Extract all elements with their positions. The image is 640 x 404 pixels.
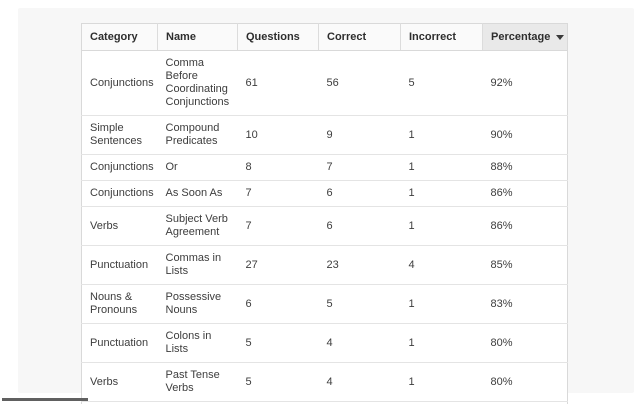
cell-percentage: 83% [482, 284, 568, 324]
cell-name: Past Tense Verbs [157, 362, 238, 402]
cell-percentage: 90% [482, 115, 568, 155]
cell-category: Punctuation [81, 323, 158, 363]
cutoff-edge-element [2, 398, 88, 401]
cell-percentage: 86% [482, 206, 568, 246]
cell-questions: 5 [237, 323, 319, 363]
cell-category: Conjunctions [81, 154, 158, 181]
cell-name: Compound Predicates [157, 115, 238, 155]
sort-desc-icon [556, 34, 565, 40]
cell-incorrect: 1 [400, 180, 483, 207]
cell-category: Verbs [81, 206, 158, 246]
cell-category: Punctuation [81, 245, 158, 285]
column-header-percentage-label: Percentage [491, 31, 551, 43]
cell-questions: 5 [237, 362, 319, 402]
cell-incorrect: 1 [400, 284, 483, 324]
cell-correct: 23 [318, 245, 401, 285]
table-row: Conjunctions Or 8 7 1 88% [81, 154, 568, 181]
cell-category: Verbs [81, 362, 158, 402]
table-header-row: Category Name Questions Correct Incorrec… [81, 23, 568, 51]
table-body: Conjunctions Comma Before Coordinating Co… [81, 51, 568, 404]
cell-percentage: 88% [482, 154, 568, 181]
cell-name: Since [157, 401, 238, 404]
table-row: Conjunctions Comma Before Coordinating Co… [82, 51, 568, 116]
cell-category: Conjunctions [90, 76, 154, 89]
cell-incorrect: 1 [400, 362, 483, 402]
cell-incorrect: 5 [408, 76, 415, 89]
cell-correct: 10 [318, 401, 401, 404]
cell-questions: 7 [237, 206, 319, 246]
table-row: Conjunctions As Soon As 7 6 1 86% [81, 180, 568, 207]
table-row: Punctuation Colons in Lists 5 4 1 80% [81, 323, 568, 363]
table-row: Verbs Past Tense Verbs 5 4 1 80% [81, 362, 568, 402]
cell-incorrect: 1 [400, 115, 483, 155]
table-row: Verbs Subject Verb Agreement 7 6 1 86% [81, 206, 568, 246]
cell-incorrect: 1 [400, 206, 483, 246]
cell-percentage: 86% [482, 180, 568, 207]
column-header-percentage[interactable]: Percentage [482, 23, 568, 51]
cell-percentage: 80% [482, 362, 568, 402]
cell-percentage: 77% [482, 401, 568, 404]
table-row: ConjunctionsSince1310377% [81, 401, 568, 404]
cell-questions: 27 [237, 245, 319, 285]
column-header-incorrect[interactable]: Incorrect [400, 23, 483, 51]
cell-questions: 6 [237, 284, 319, 324]
cell-name: Commas in Lists [157, 245, 238, 285]
cell-name: Comma Before Coordinating Conjunctions [165, 57, 230, 108]
cell-incorrect: 4 [400, 245, 483, 285]
column-header-questions[interactable]: Questions [237, 23, 319, 51]
cell-name: As Soon As [157, 180, 238, 207]
cell-questions: 61 [245, 76, 258, 89]
cell-questions: 8 [237, 154, 319, 181]
cell-category: Nouns & Pronouns [81, 284, 158, 324]
cell-incorrect: 3 [400, 401, 483, 404]
cell-name: Subject Verb Agreement [157, 206, 238, 246]
table-row: Nouns & Pronouns Possessive Nouns 6 5 1 83% [81, 284, 568, 324]
cell-correct: 6 [318, 206, 401, 246]
cell-incorrect: 1 [400, 323, 483, 363]
cell-correct: 5 [318, 284, 401, 324]
cell-correct: 4 [318, 362, 401, 402]
column-header-category[interactable]: Category [81, 23, 158, 51]
cell-name: Possessive Nouns [157, 284, 238, 324]
cell-name: Colons in Lists [157, 323, 238, 363]
table-row: Punctuation Commas in Lists 27 23 4 85% [81, 245, 568, 285]
cell-category: Conjunctions [81, 401, 158, 404]
cell-category: Simple Sentences [81, 115, 158, 155]
cell-category: Conjunctions [81, 180, 158, 207]
cell-correct: 4 [318, 323, 401, 363]
cell-correct: 7 [318, 154, 401, 181]
cell-incorrect: 1 [400, 154, 483, 181]
results-table: Category Name Questions Correct Incorrec… [81, 23, 568, 404]
cell-percentage: 92% [490, 76, 513, 89]
table-row: Simple Sentences Compound Predicates 10 9 1 9… [81, 115, 568, 155]
cell-questions: 10 [237, 115, 319, 155]
cell-name: Or [157, 154, 238, 181]
column-header-name[interactable]: Name [157, 23, 238, 51]
column-header-correct[interactable]: Correct [318, 23, 401, 51]
cell-correct: 56 [326, 76, 339, 89]
results-table-container: Category Name Questions Correct Incorrec… [81, 23, 568, 404]
cell-questions: 7 [237, 180, 319, 207]
cell-percentage: 85% [482, 245, 568, 285]
cell-questions: 13 [237, 401, 319, 404]
cell-correct: 9 [318, 115, 401, 155]
cell-percentage: 80% [482, 323, 568, 363]
cell-correct: 6 [318, 180, 401, 207]
